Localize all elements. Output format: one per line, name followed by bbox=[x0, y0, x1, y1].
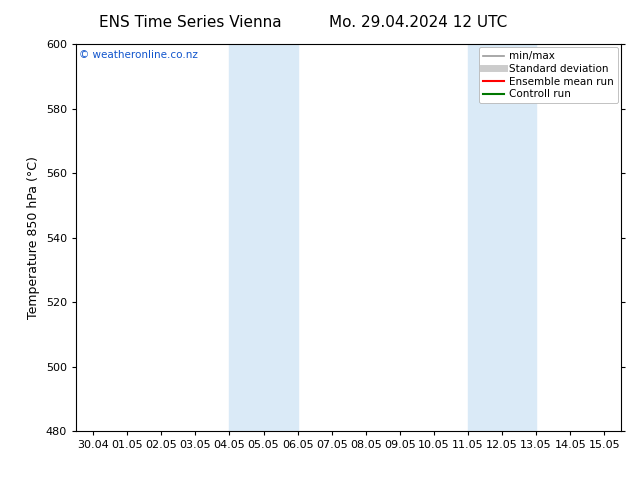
Y-axis label: Temperature 850 hPa (°C): Temperature 850 hPa (°C) bbox=[27, 156, 40, 319]
Legend: min/max, Standard deviation, Ensemble mean run, Controll run: min/max, Standard deviation, Ensemble me… bbox=[479, 47, 618, 103]
Bar bbox=[468, 44, 536, 431]
Text: Mo. 29.04.2024 12 UTC: Mo. 29.04.2024 12 UTC bbox=[329, 15, 508, 30]
Bar bbox=[230, 44, 297, 431]
Text: © weatheronline.co.nz: © weatheronline.co.nz bbox=[79, 50, 198, 60]
Text: ENS Time Series Vienna: ENS Time Series Vienna bbox=[99, 15, 281, 30]
